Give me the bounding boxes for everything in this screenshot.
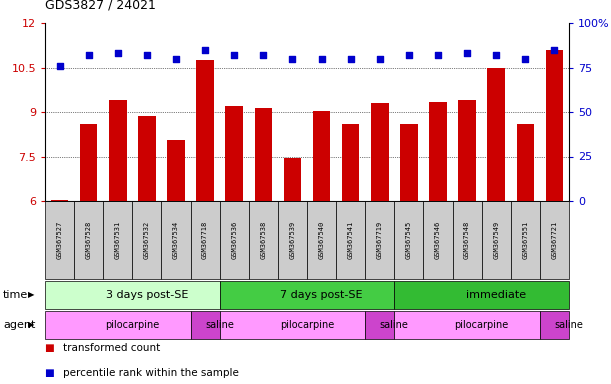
Text: pilocarpine: pilocarpine: [280, 320, 334, 330]
Point: [521, 56, 530, 62]
Bar: [191, 311, 220, 339]
Point: [84, 52, 93, 58]
Bar: [453, 201, 481, 279]
Point: [346, 56, 356, 62]
Text: GSM367718: GSM367718: [202, 221, 208, 259]
Bar: [313, 111, 331, 201]
Text: GSM367534: GSM367534: [173, 221, 179, 259]
Bar: [458, 100, 476, 201]
Text: GSM367721: GSM367721: [552, 221, 557, 259]
Bar: [191, 201, 220, 279]
Point: [491, 52, 501, 58]
Bar: [423, 201, 453, 279]
Text: percentile rank within the sample: percentile rank within the sample: [64, 368, 239, 378]
Text: GSM367532: GSM367532: [144, 221, 150, 259]
Bar: [342, 124, 359, 201]
Text: GSM367548: GSM367548: [464, 221, 470, 259]
Text: GSM367719: GSM367719: [377, 221, 382, 259]
Point: [142, 52, 152, 58]
Text: pilocarpine: pilocarpine: [105, 320, 159, 330]
Bar: [481, 201, 511, 279]
Text: saline: saline: [205, 320, 234, 330]
Text: GSM367531: GSM367531: [115, 221, 121, 259]
Bar: [284, 158, 301, 201]
Bar: [336, 201, 365, 279]
Bar: [511, 201, 540, 279]
Point: [200, 46, 210, 53]
Bar: [103, 201, 133, 279]
Point: [113, 50, 123, 56]
Bar: [220, 281, 394, 309]
Bar: [138, 116, 156, 201]
Point: [258, 52, 268, 58]
Bar: [196, 60, 214, 201]
Bar: [51, 200, 68, 201]
Bar: [220, 201, 249, 279]
Bar: [516, 124, 534, 201]
Text: GSM367545: GSM367545: [406, 221, 412, 259]
Point: [288, 56, 298, 62]
Point: [549, 46, 559, 53]
Point: [433, 52, 443, 58]
Bar: [133, 201, 161, 279]
Text: GSM367539: GSM367539: [290, 221, 296, 259]
Point: [171, 56, 181, 62]
Bar: [80, 124, 97, 201]
Text: GSM367536: GSM367536: [231, 221, 237, 259]
Bar: [371, 103, 389, 201]
Bar: [249, 201, 278, 279]
Text: 7 days post-SE: 7 days post-SE: [280, 290, 363, 300]
Text: GSM367549: GSM367549: [493, 221, 499, 259]
Point: [463, 50, 472, 56]
Bar: [167, 140, 185, 201]
Text: GSM367551: GSM367551: [522, 221, 529, 259]
Bar: [307, 201, 336, 279]
Text: transformed count: transformed count: [64, 343, 161, 353]
Text: saline: saline: [555, 320, 584, 330]
Text: ■: ■: [45, 343, 58, 353]
Bar: [225, 106, 243, 201]
Point: [316, 56, 326, 62]
Text: GDS3827 / 24021: GDS3827 / 24021: [45, 0, 156, 11]
Bar: [488, 68, 505, 201]
Bar: [430, 102, 447, 201]
Bar: [540, 311, 569, 339]
Text: immediate: immediate: [466, 290, 526, 300]
Bar: [45, 201, 74, 279]
Text: time: time: [3, 290, 28, 300]
Text: agent: agent: [3, 320, 35, 330]
Text: pilocarpine: pilocarpine: [455, 320, 509, 330]
Bar: [540, 201, 569, 279]
Text: GSM367527: GSM367527: [57, 221, 62, 259]
Bar: [45, 281, 220, 309]
Point: [375, 56, 385, 62]
Point: [404, 52, 414, 58]
Bar: [394, 201, 423, 279]
Text: GSM367540: GSM367540: [318, 221, 324, 259]
Point: [229, 52, 239, 58]
Text: GSM367538: GSM367538: [260, 221, 266, 259]
Text: ▶: ▶: [28, 321, 35, 329]
Bar: [394, 281, 569, 309]
Text: GSM367528: GSM367528: [86, 221, 92, 259]
Text: ▶: ▶: [28, 291, 35, 300]
Text: GSM367546: GSM367546: [435, 221, 441, 259]
Point: [54, 63, 64, 69]
Bar: [74, 201, 103, 279]
Bar: [365, 201, 394, 279]
Bar: [255, 108, 272, 201]
Bar: [109, 100, 126, 201]
Text: 3 days post-SE: 3 days post-SE: [106, 290, 188, 300]
Bar: [394, 311, 540, 339]
Text: saline: saline: [380, 320, 409, 330]
Bar: [400, 124, 418, 201]
Bar: [365, 311, 394, 339]
Bar: [278, 201, 307, 279]
Bar: [546, 50, 563, 201]
Text: ■: ■: [45, 368, 58, 378]
Bar: [45, 311, 191, 339]
Bar: [161, 201, 191, 279]
Text: GSM367541: GSM367541: [348, 221, 354, 259]
Bar: [220, 311, 365, 339]
